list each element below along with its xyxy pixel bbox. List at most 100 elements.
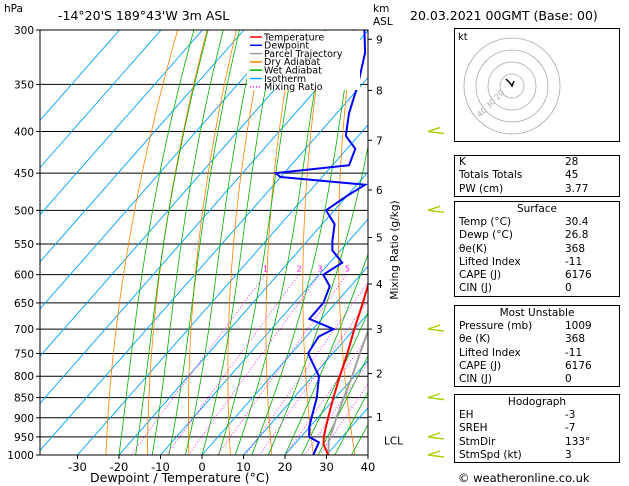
wind-barb-marker <box>427 324 445 332</box>
row-value: 28 <box>565 156 579 168</box>
temperature-tick-label: -10 <box>151 460 170 474</box>
isotherm-line <box>40 30 328 357</box>
isotherm-line <box>40 30 286 310</box>
mixing-ratio-axis-title: Mixing Ratio (g/kg) <box>389 200 401 300</box>
hodograph-table-title: Hodograph <box>507 396 567 408</box>
temperature-tick-label: 30 <box>319 460 334 474</box>
row-label: Pressure (mb) <box>459 320 533 332</box>
dry-adiabat-line <box>187 30 237 455</box>
legend-entry-label: Dry Adiabat <box>264 57 321 68</box>
table-row: Temp (°C) 30.4 <box>455 216 619 229</box>
table-row: SREH -7 <box>455 422 619 435</box>
wet-adiabat-line <box>218 30 300 455</box>
wet-adiabat-line <box>185 30 258 455</box>
km-tick-label: 1 <box>376 412 383 424</box>
row-label: K <box>459 156 466 168</box>
row-label: CIN (J) <box>459 373 492 386</box>
wet-adiabat-line <box>201 30 278 455</box>
temperature-tick-label: 20 <box>278 460 293 474</box>
mixing-ratio-line <box>245 281 368 455</box>
legend-box <box>247 31 360 90</box>
row-label: CAPE (J) <box>459 359 502 372</box>
hodograph-ring <box>463 37 561 135</box>
mixing-ratio-line <box>217 274 348 455</box>
temperature-tick-label: -30 <box>68 460 87 474</box>
datetime-title: 20.03.2021 00GMT (Base: 00) <box>410 8 598 23</box>
hodograph-ring <box>475 49 549 123</box>
mixing-ratio-label: 1 <box>263 265 268 274</box>
km-tick-label: 8 <box>376 85 383 97</box>
table-row: Totals Totals 45 <box>455 169 619 182</box>
row-label: Temp (°C) <box>459 216 512 228</box>
temperature-tick-label: 0 <box>198 460 205 474</box>
hodograph-ring <box>499 73 525 99</box>
pressure-tick-label: 800 <box>14 371 34 383</box>
row-value: 6176 <box>565 359 592 372</box>
legend-entry-label: Temperature <box>263 32 324 43</box>
wet-adiabat-line <box>317 354 368 455</box>
location-title: -14°20'S 189°43'W 3m ASL <box>58 8 230 23</box>
mixing-ratio-line <box>130 274 266 455</box>
isotherm-line <box>40 30 120 122</box>
dry-adiabat-line <box>105 30 179 455</box>
wind-barb-marker <box>427 450 445 458</box>
row-label: CAPE (J) <box>459 269 502 282</box>
legend-entry-label: Wet Adiabat <box>264 66 322 77</box>
mixing-ratio-label: 20 <box>427 265 437 274</box>
row-label: Totals Totals <box>459 169 523 182</box>
pressure-tick-label: 600 <box>14 270 34 282</box>
pressure-tick-label: 450 <box>14 168 34 180</box>
table-row: EH -3 <box>455 409 619 422</box>
pressure-tick-label: 700 <box>14 324 34 336</box>
mixing-ratio-line <box>259 300 368 455</box>
row-label: StmSpd (kt) <box>459 448 522 461</box>
isotherm-line <box>160 218 368 455</box>
wet-adiabat-line <box>168 30 240 455</box>
row-label: EH <box>459 409 474 421</box>
copyright-footer: © weatheronline.co.uk <box>458 471 590 485</box>
wet-adiabat-line <box>284 253 368 455</box>
table-row: CIN (J) 0 <box>455 373 619 386</box>
row-value: 1009 <box>565 320 592 332</box>
wet-adiabat-line <box>334 391 368 455</box>
most-unstable-table: Most Unstable Pressure (mb) 1009 θe (K) 368… <box>454 305 620 388</box>
temperature-tick-label: 40 <box>361 460 376 474</box>
legend-entry-label: Mixing Ratio <box>264 82 323 93</box>
parcel-trajectory-line <box>327 328 368 455</box>
dry-adiabat-line <box>337 30 356 455</box>
km-tick-label: 4 <box>376 279 383 291</box>
row-label: CIN (J) <box>459 282 492 295</box>
row-value: -7 <box>565 422 576 435</box>
wind-barb-marker <box>427 392 445 401</box>
table-row: CAPE (J) 6176 <box>455 360 619 373</box>
km-tick-label: 3 <box>376 324 383 336</box>
dry-adiabat-line <box>147 30 208 455</box>
km-tick-label: 7 <box>376 135 383 147</box>
wet-adiabat-line <box>251 30 355 455</box>
isotherm-line <box>40 30 162 169</box>
row-label: θe(K) <box>459 242 487 255</box>
mixing-ratio-line <box>319 383 368 455</box>
dry-adiabat-line <box>227 30 267 455</box>
pressure-tick-label: 500 <box>14 205 34 217</box>
most-unstable-title: Most Unstable <box>499 307 575 319</box>
legend-entry-label: Parcel Trajectory <box>264 49 343 60</box>
isotherm-line <box>77 124 368 455</box>
row-value: -11 <box>565 346 583 359</box>
pressure-tick-label: 550 <box>14 239 34 251</box>
row-label: θe (K) <box>459 333 491 346</box>
pressure-tick-label: 850 <box>14 393 34 405</box>
table-row: Lifted Index -11 <box>455 347 619 360</box>
row-label: Lifted Index <box>459 255 521 268</box>
table-row: K 28 <box>455 156 619 169</box>
wind-barb-marker <box>427 432 445 440</box>
mixing-ratio-label: 8 <box>371 265 376 274</box>
row-label: StmDir <box>459 435 496 448</box>
row-value: 45 <box>565 169 579 182</box>
row-value: 3 <box>565 448 572 461</box>
plot-frame <box>39 29 369 456</box>
dry-adiabat-line <box>619 30 629 455</box>
wet-adiabat-line <box>301 311 368 455</box>
lcl-label: LCL <box>384 436 403 448</box>
